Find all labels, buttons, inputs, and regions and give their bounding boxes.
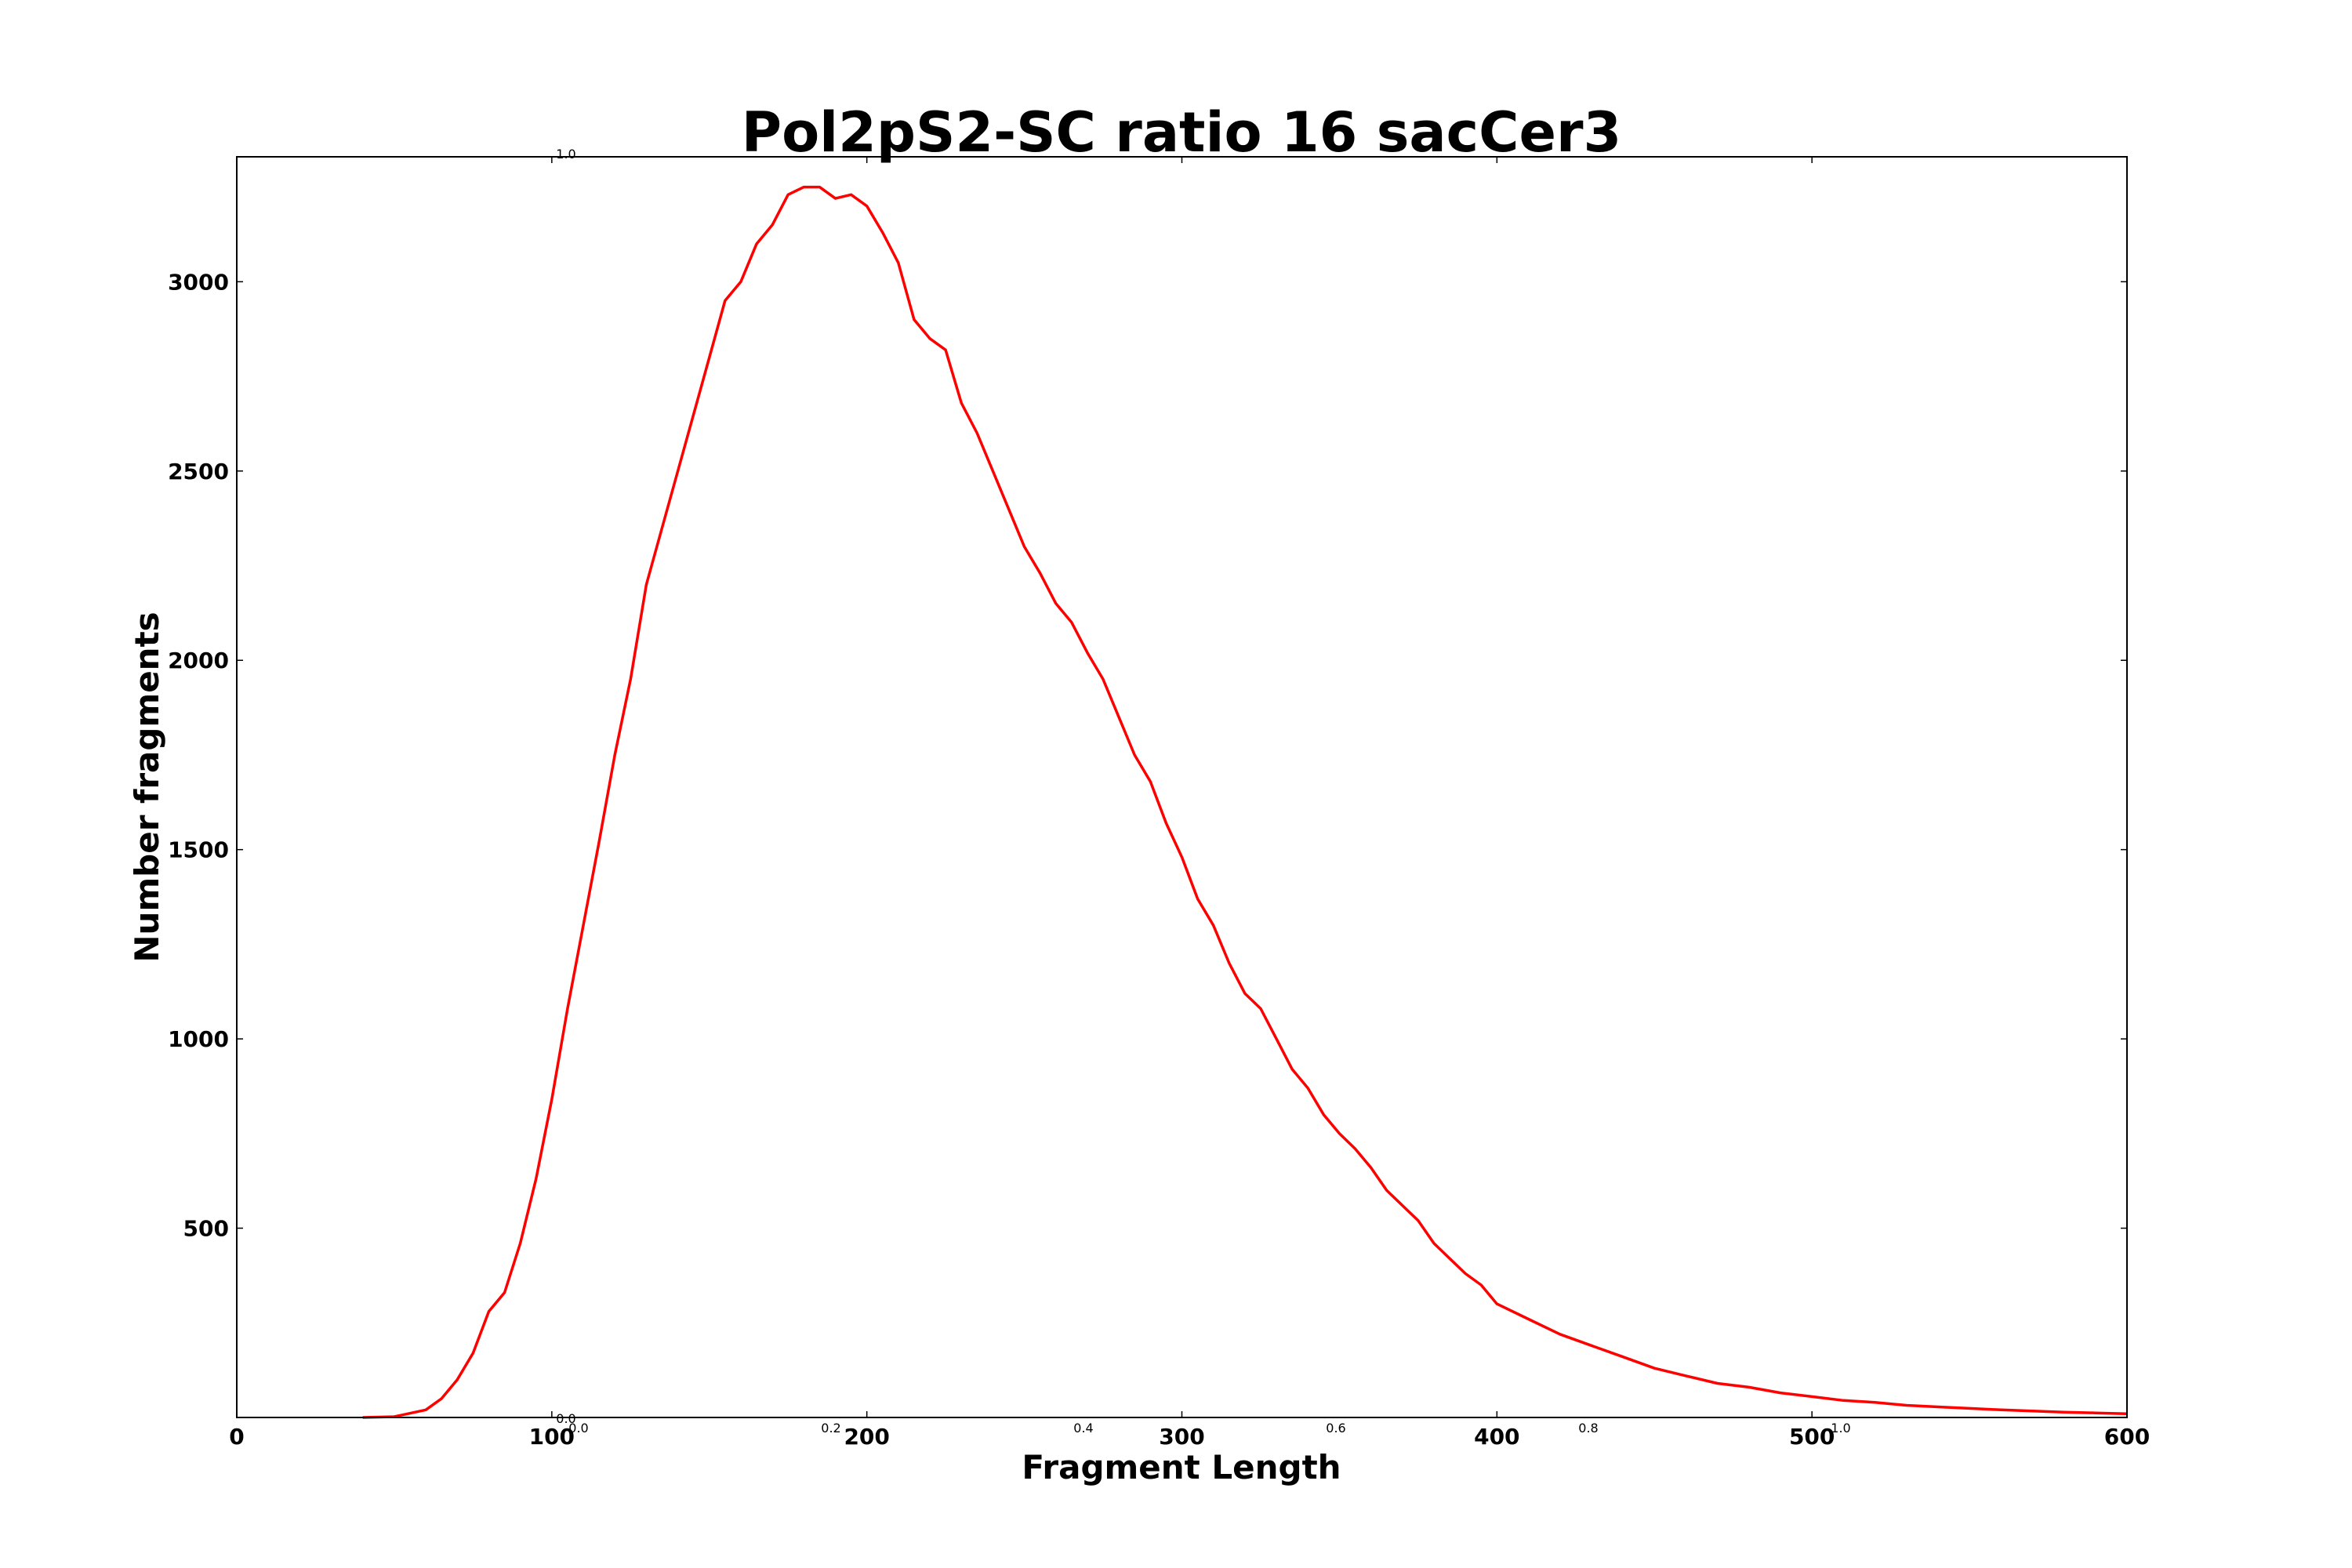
x-tick-label: 500 (1789, 1424, 1835, 1450)
y-tick-label: 2500 (168, 459, 229, 485)
overlay-x-tick-label: 0.4 (1073, 1421, 1093, 1436)
x-axis-label: Fragment Length (1022, 1448, 1341, 1486)
y-tick-label: 3000 (168, 269, 229, 295)
series-line (362, 185, 2128, 1419)
overlay-y-tick-bottom: 0.0 (556, 1411, 575, 1426)
overlay-x-tick-label: 0.8 (1578, 1421, 1598, 1436)
x-tick-label: 400 (1474, 1424, 1519, 1450)
plot-frame (236, 156, 2128, 1418)
y-axis-label: Number fragments (128, 612, 166, 962)
x-tick-label: 300 (1159, 1424, 1204, 1450)
overlay-x-tick-label: 0.2 (821, 1421, 840, 1436)
y-tick-label: 1500 (168, 837, 229, 863)
y-tick-label: 1000 (168, 1026, 229, 1052)
axis-ticks: 0 100 200 300 400 500 600 500 1000 1500 2000 2500 30… (168, 157, 2150, 1450)
y-tick-label: 500 (183, 1216, 229, 1242)
x-tick-label: 200 (844, 1424, 889, 1450)
x-tick-label: 600 (2104, 1424, 2150, 1450)
x-tick-label: 0 (229, 1424, 244, 1450)
overlay-x-tick-label: 1.0 (1831, 1421, 1850, 1436)
x-tick-label: 100 (529, 1424, 575, 1450)
y-tick-label: 2000 (168, 648, 229, 673)
chart-title: Pol2pS2-SC ratio 16 sacCer3 (742, 100, 1621, 165)
overlay-axis: 0.0 0.2 0.4 0.6 0.8 1.0 0.0 1.0 (556, 147, 1850, 1436)
overlay-x-tick-label: 0.6 (1326, 1421, 1345, 1436)
overlay-x-tick-label: 0.0 (568, 1421, 588, 1436)
overlay-y-tick-top: 1.0 (556, 147, 575, 162)
